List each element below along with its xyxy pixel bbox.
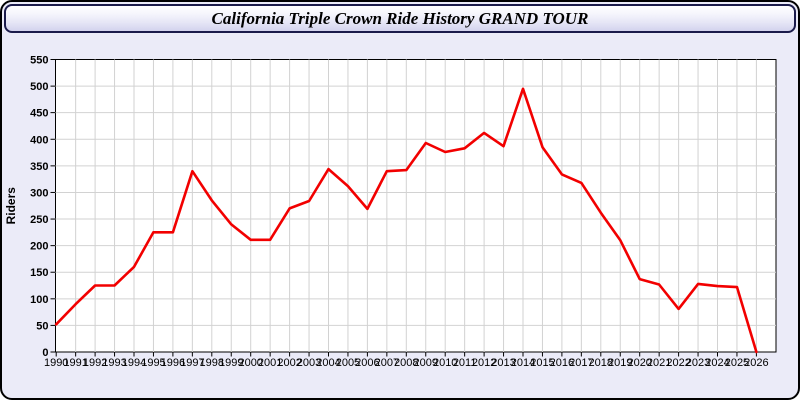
series-line-riders bbox=[54, 87, 758, 354]
y-tick-label: 400 bbox=[30, 134, 48, 146]
x-tick-label: 1990 bbox=[44, 357, 68, 369]
x-tick-label: 1997 bbox=[180, 357, 204, 369]
x-tick-label: 1995 bbox=[141, 357, 165, 369]
x-tick-label: 2022 bbox=[666, 357, 690, 369]
x-tick-label: 1998 bbox=[200, 357, 224, 369]
x-tick-label: 2003 bbox=[297, 357, 321, 369]
x-tick-label: 2015 bbox=[530, 357, 554, 369]
y-axis-title: Riders bbox=[4, 187, 18, 225]
plot-area bbox=[55, 59, 777, 353]
x-tick-label: 1991 bbox=[63, 357, 87, 369]
x-tick-label: 2021 bbox=[647, 357, 671, 369]
axis-ticks bbox=[50, 59, 757, 357]
x-tick-label: 2010 bbox=[433, 357, 457, 369]
x-tick-label: 1992 bbox=[83, 357, 107, 369]
y-tick-label: 450 bbox=[30, 108, 48, 120]
x-tick-label: 2002 bbox=[277, 357, 301, 369]
y-tick-label: 0 bbox=[42, 347, 48, 359]
title-bar: California Triple Crown Ride History GRA… bbox=[4, 4, 796, 33]
x-tick-label: 2011 bbox=[453, 357, 477, 369]
chart-title: California Triple Crown Ride History GRA… bbox=[211, 8, 589, 28]
x-tick-label: 2018 bbox=[589, 357, 613, 369]
y-axis-labels: 0 50 100 150 200 250 300 350 400 450 500 550 bbox=[30, 55, 48, 360]
x-tick-label: 2023 bbox=[686, 357, 710, 369]
y-tick-label: 300 bbox=[30, 187, 48, 199]
x-tick-label: 2014 bbox=[511, 357, 535, 369]
x-tick-label: 2016 bbox=[550, 357, 574, 369]
x-tick-label: 1993 bbox=[102, 357, 126, 369]
y-tick-label: 150 bbox=[30, 267, 48, 279]
x-tick-label: 2020 bbox=[627, 357, 651, 369]
x-tick-label: 2004 bbox=[316, 357, 340, 369]
y-tick-label: 500 bbox=[30, 81, 48, 93]
x-tick-label: 2006 bbox=[355, 357, 379, 369]
y-tick-label: 200 bbox=[30, 241, 48, 253]
y-tick-label: 100 bbox=[30, 294, 48, 306]
x-tick-label: 2001 bbox=[258, 357, 282, 369]
x-tick-label: 2017 bbox=[569, 357, 593, 369]
x-axis-labels: 1990199119921993199419951996199719981999… bbox=[44, 357, 769, 369]
y-tick-label: 550 bbox=[30, 55, 48, 67]
x-tick-label: 1994 bbox=[122, 357, 146, 369]
x-tick-label: 1999 bbox=[219, 357, 243, 369]
x-tick-label: 2025 bbox=[725, 357, 749, 369]
x-tick-label: 1996 bbox=[161, 357, 185, 369]
y-tick-label: 50 bbox=[36, 320, 48, 332]
x-tick-label: 2013 bbox=[491, 357, 515, 369]
gridlines bbox=[55, 59, 776, 352]
y-tick-label: 350 bbox=[30, 161, 48, 173]
x-tick-label: 2012 bbox=[472, 357, 496, 369]
x-tick-label: 2009 bbox=[414, 357, 438, 369]
x-tick-label: 2000 bbox=[238, 357, 262, 369]
x-tick-label: 2005 bbox=[336, 357, 360, 369]
x-tick-label: 2026 bbox=[744, 357, 768, 369]
x-tick-label: 2008 bbox=[394, 357, 418, 369]
x-tick-label: 2019 bbox=[608, 357, 632, 369]
y-tick-label: 250 bbox=[30, 214, 48, 226]
x-tick-label: 2007 bbox=[375, 357, 399, 369]
x-tick-label: 2024 bbox=[705, 357, 729, 369]
